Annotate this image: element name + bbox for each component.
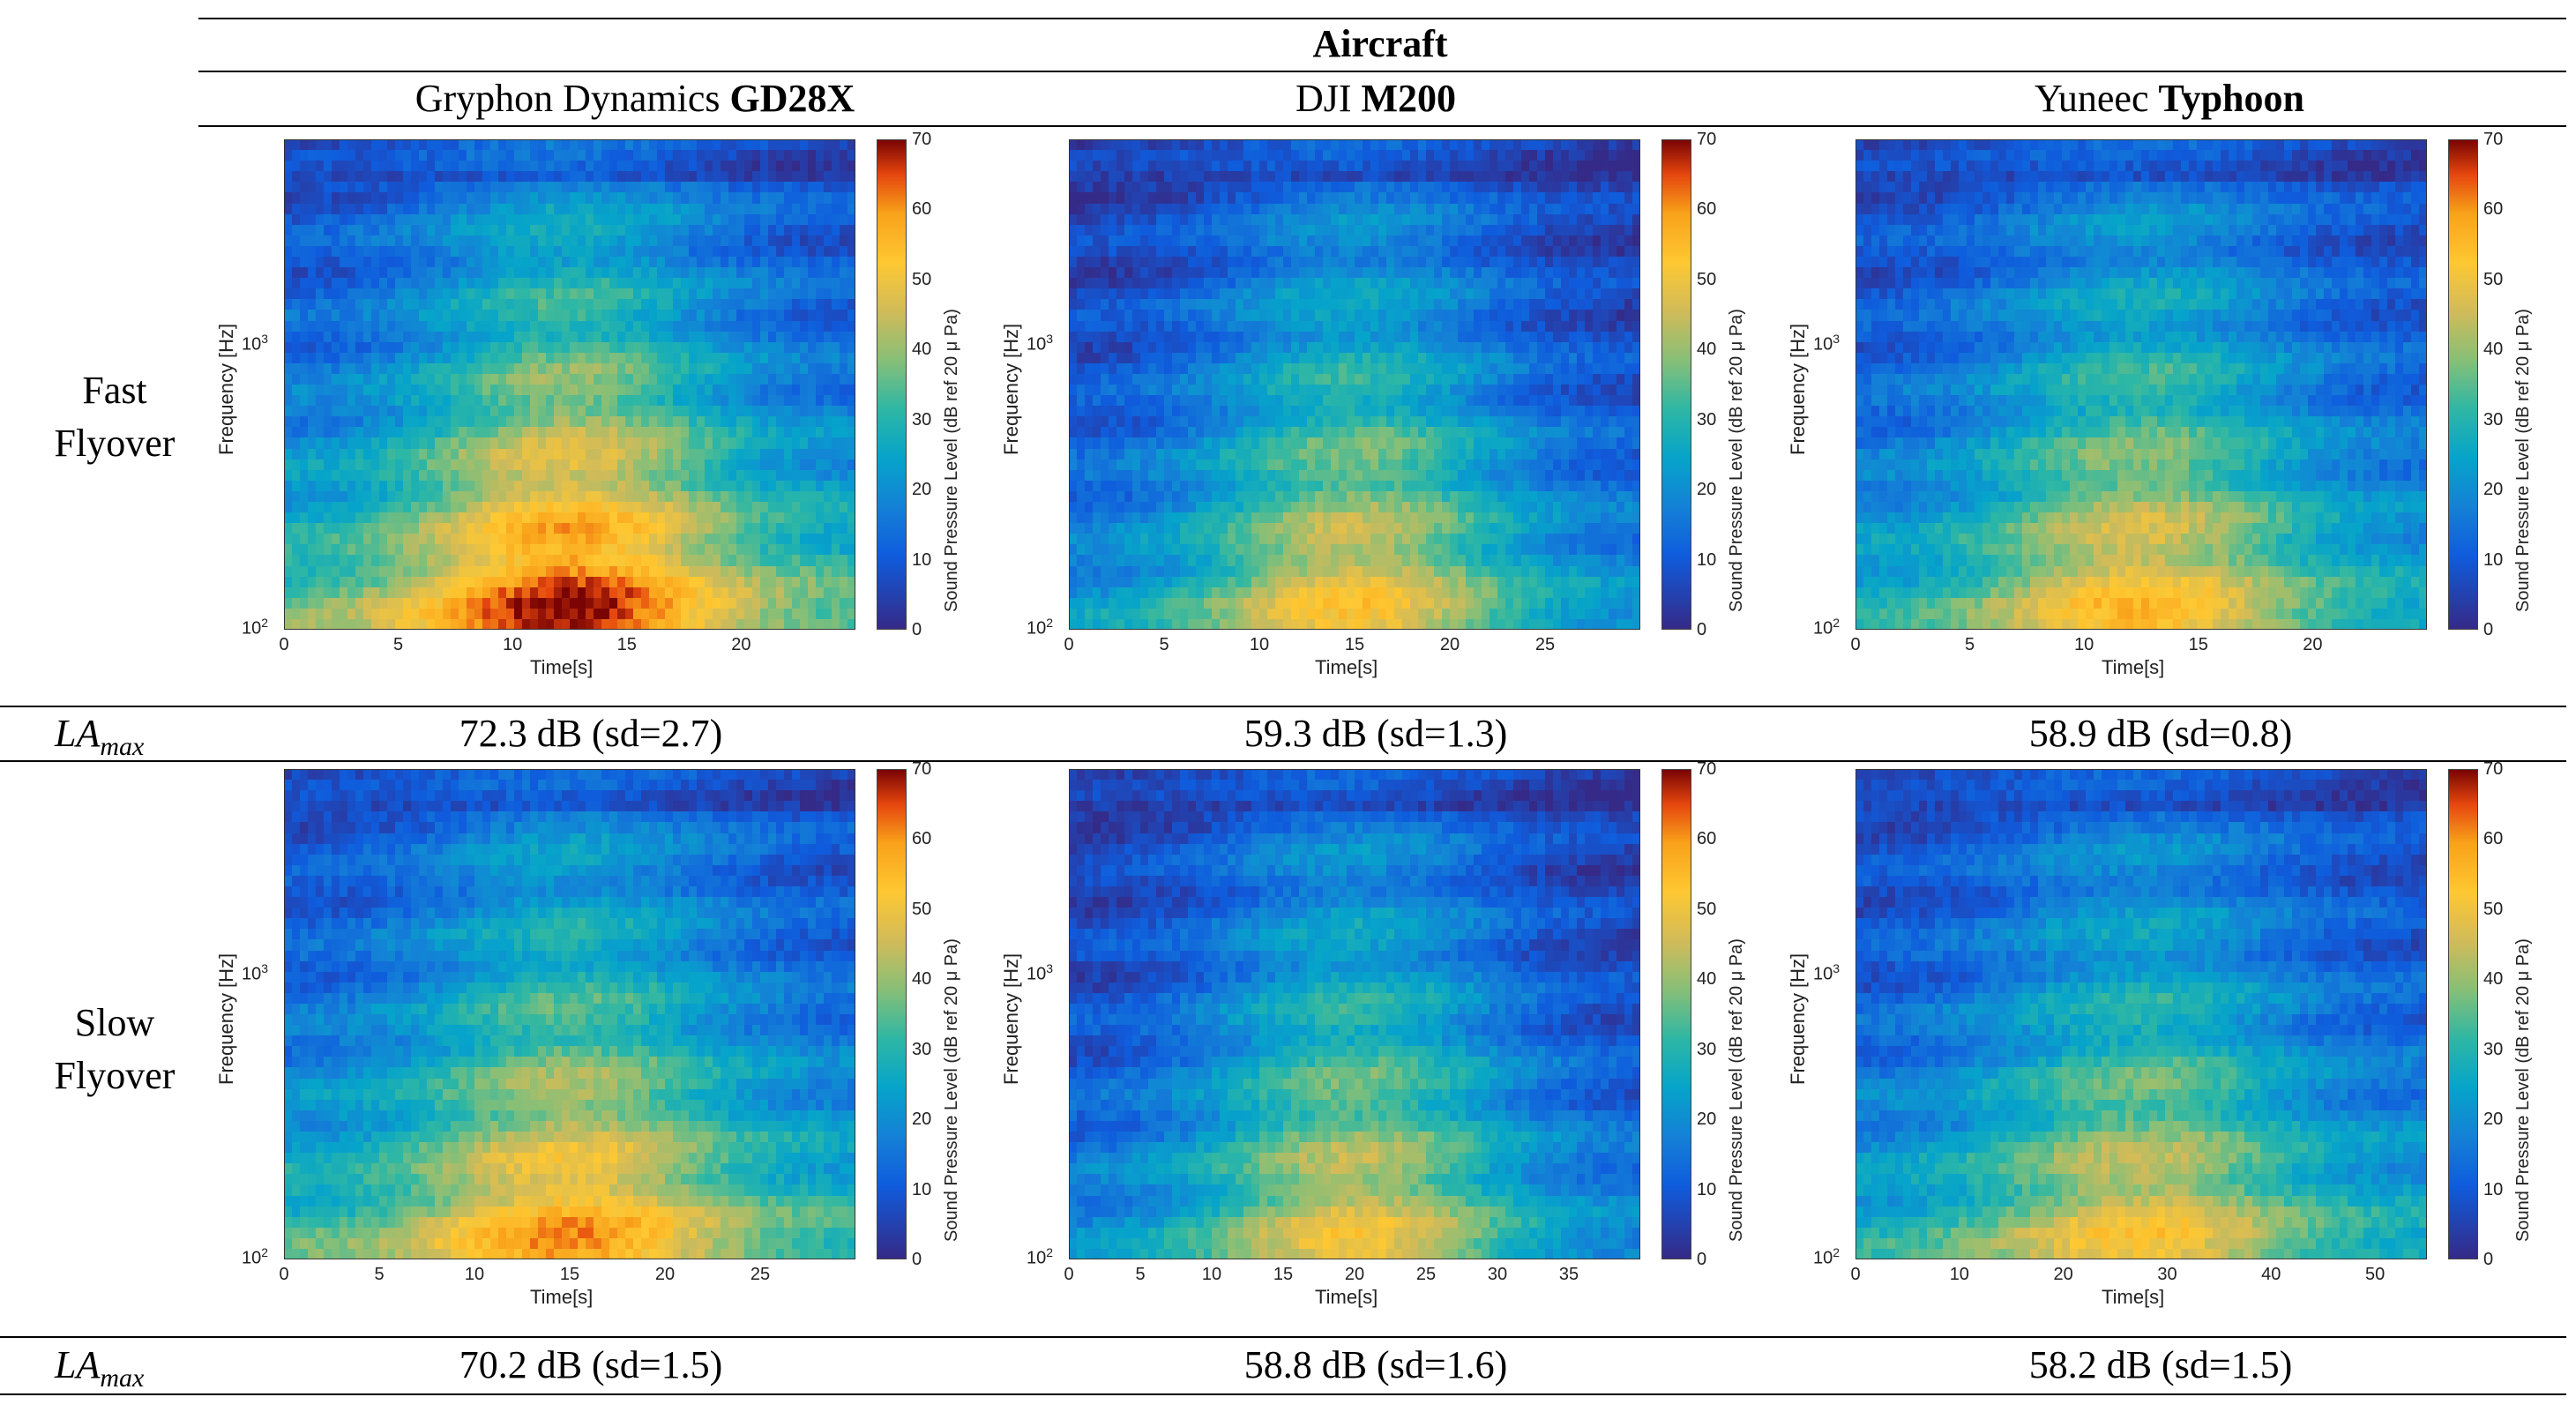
row-label-line: Fast [18, 364, 212, 417]
lamax-label-row1: LAmax [55, 711, 144, 762]
spectrogram-cell [847, 214, 855, 226]
names-rule [198, 125, 2566, 127]
spectrogram-cell [847, 257, 855, 268]
spectrogram-cell [847, 171, 855, 183]
column-header-typhoon: Yuneec Typhoon [1887, 76, 2452, 121]
lamax-base: LA [55, 1343, 100, 1386]
lamax-label-row2: LAmax [55, 1342, 144, 1393]
lamax-sub: max [100, 1363, 144, 1393]
column-header-m200: DJI M200 [1102, 76, 1649, 121]
spectrogram-cell [847, 246, 855, 258]
lamax-base: LA [55, 712, 100, 755]
row1-separator [0, 706, 2566, 707]
lamax-sub: max [100, 732, 144, 761]
bottom-rule [0, 1393, 2566, 1395]
row-label-slow-flyover: Slow Flyover [18, 997, 212, 1102]
row-label-line: Flyover [18, 417, 212, 470]
column-header-prefix: DJI [1295, 77, 1362, 120]
column-header-model: M200 [1362, 77, 1457, 120]
column-header-prefix: Gryphon Dynamics [415, 77, 730, 120]
spectrogram-cell [847, 235, 855, 247]
row-label-line: Flyover [18, 1050, 212, 1102]
column-header-gd28x: Gryphon Dynamics GD28X [317, 76, 952, 121]
column-header-model: GD28X [730, 77, 855, 120]
row2-separator [0, 1336, 2566, 1338]
measurement-m200-fast: 59.3 dB (sd=1.3) [1111, 711, 1640, 756]
spectrogram-cell [847, 192, 855, 204]
measurement-gd28x-fast: 72.3 dB (sd=2.7) [326, 711, 855, 756]
measurement-m200-slow: 58.8 dB (sd=1.6) [1111, 1342, 1640, 1387]
row1-bottom-rule [0, 760, 2566, 762]
aircraft-rule [198, 71, 2566, 72]
spectrogram-cell [847, 225, 855, 236]
column-header-prefix: Yuneec [2035, 77, 2159, 120]
spectrogram-cell [847, 139, 855, 151]
measurement-gd28x-slow: 70.2 dB (sd=1.5) [326, 1342, 855, 1387]
spectrogram-cell [847, 150, 855, 161]
aircraft-group-header: Aircraft [1204, 21, 1557, 66]
measurement-typhoon-fast: 58.9 dB (sd=0.8) [1896, 711, 2425, 756]
top-rule [198, 18, 2566, 19]
column-header-model: Typhoon [2159, 77, 2305, 120]
row-label-line: Slow [18, 997, 212, 1050]
spectrogram-cell [847, 182, 855, 193]
spectrogram-cell [847, 204, 855, 215]
spectrogram-cell [847, 161, 855, 172]
spectrogram-image [284, 139, 855, 630]
measurement-typhoon-slow: 58.2 dB (sd=1.5) [1896, 1342, 2425, 1387]
row-label-fast-flyover: Fast Flyover [18, 364, 212, 470]
